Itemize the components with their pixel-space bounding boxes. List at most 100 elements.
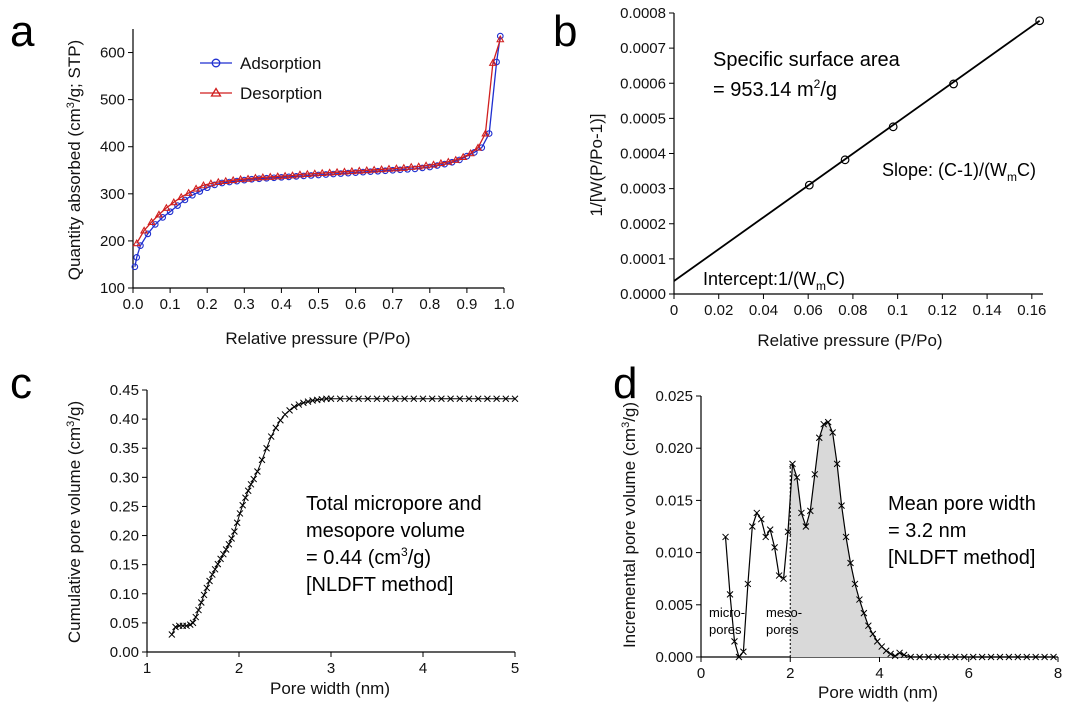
x-tick-label: 0.06 (794, 302, 823, 319)
incremental-volume-point (1023, 653, 1031, 661)
incremental-volume-point (735, 653, 743, 661)
incremental-volume-line (724, 421, 1054, 659)
surface-area-title: Specific surface area (713, 49, 901, 71)
y-tick-label: 0.0003 (620, 181, 666, 198)
mesopores-label-1: meso- (766, 605, 802, 620)
y-tick-label: 0.025 (655, 388, 693, 405)
adsorption-point (278, 173, 285, 181)
cumulative-volume-point (474, 395, 482, 403)
incremental-volume-point (969, 653, 977, 661)
cumulative-volume-point (447, 395, 454, 403)
cumulative-volume-point (250, 475, 258, 483)
x-tick-label: 0.12 (928, 302, 957, 319)
incremental-volume-point (789, 460, 796, 468)
panel-letter-b: b (553, 7, 577, 56)
desorption-point (229, 175, 238, 184)
x-tick-label: 0.1 (887, 302, 908, 319)
adsorption-point (496, 32, 504, 40)
legend-desorption-marker (210, 87, 222, 97)
panel-b-marks (673, 16, 1045, 282)
desorption-point (481, 129, 490, 137)
desorption-point (377, 165, 386, 173)
incremental-volume-point (806, 507, 814, 515)
adsorption-point (255, 175, 263, 183)
desorption-point (318, 168, 327, 177)
incremental-volume-point (722, 533, 729, 541)
desorption-point (451, 155, 460, 163)
cumulative-volume-point (327, 395, 335, 403)
cumulative-volume-point (183, 622, 190, 630)
cumulative-volume-point (392, 395, 399, 403)
bet-point (888, 122, 898, 132)
y-tick-label: 0.00 (110, 644, 139, 661)
incremental-volume-point (891, 652, 899, 660)
desorption-point (429, 160, 438, 168)
incremental-volume-point (851, 580, 859, 588)
y-tick-label: 400 (100, 139, 125, 156)
mean-width-line1: Mean pore width (888, 493, 1036, 515)
mean-width-line2: = 3.2 nm (888, 520, 966, 542)
x-tick-label: 0.16 (1017, 302, 1046, 319)
incremental-volume-point (1041, 653, 1048, 661)
x-tick-label: 3 (327, 660, 335, 677)
desorption-point (191, 184, 201, 192)
desorption-point (280, 171, 290, 179)
cumulative-volume-point (410, 395, 418, 403)
cumulative-volume-point (168, 631, 176, 638)
desorption-point (444, 157, 453, 165)
incremental-volume-point (896, 649, 903, 657)
incremental-volume-point (753, 509, 761, 517)
panel-c-marks (168, 395, 519, 638)
cumulative-volume-point (172, 623, 179, 631)
cumulative-volume-point (267, 433, 275, 440)
panel-b: b 0 0.02 0.04 0.06 0.08 0.1 0.12 0.14 0.16 0.0000… (553, 5, 1046, 350)
y-tick-label: 0.40 (110, 411, 139, 428)
desorption-point (258, 173, 267, 181)
incremental-volume-point (907, 653, 915, 661)
cumulative-volume-point (364, 395, 372, 403)
adsorption-point (263, 174, 270, 182)
desorption-point (162, 203, 171, 211)
cumulative-volume-point (511, 395, 519, 403)
incremental-volume-point (1005, 653, 1013, 661)
incremental-volume-point (860, 609, 868, 617)
desorption-point (295, 170, 305, 178)
cumulative-volume-point (263, 444, 270, 452)
cumulative-volume-point (373, 395, 381, 403)
desorption-point (421, 161, 431, 169)
panel-c-xlabel: Pore width (nm) (270, 679, 390, 698)
incremental-volume-point (793, 474, 801, 481)
panel-letter-c: c (10, 359, 32, 408)
x-tick-label: 0.8 (419, 296, 440, 313)
mean-width-line3: [NLDFT method] (888, 547, 1035, 569)
desorption-point (139, 226, 149, 234)
desorption-point (407, 162, 416, 170)
x-tick-label: 1 (143, 660, 151, 677)
x-tick-label: 0.5 (308, 296, 329, 313)
panel-b-xlabel: Relative pressure (P/Po) (757, 331, 942, 350)
incremental-volume-point (775, 572, 783, 579)
panel-letter-d: d (613, 359, 637, 408)
panel-a-xlabel: Relative pressure (P/Po) (225, 329, 410, 348)
y-tick-label: 0.25 (110, 498, 139, 515)
x-tick-label: 0.7 (382, 296, 403, 313)
y-tick-label: 0.0004 (620, 146, 666, 163)
incremental-volume-point (900, 651, 908, 659)
x-tick-label: 0.14 (972, 302, 1001, 319)
cumulative-volume-point (247, 480, 255, 488)
desorption-point (184, 188, 193, 196)
incremental-volume-point (1014, 653, 1022, 661)
desorption-point (459, 152, 468, 161)
cumulative-volume-point (493, 395, 500, 403)
panel-a: a 0.0 0.1 0.2 0.3 0.4 0.5 0.6 0.7 0.8 0.9 1.0 100 20… (10, 7, 514, 348)
cumulative-volume-point (203, 584, 211, 592)
cumulative-volume-point (465, 395, 473, 403)
adsorption-point (174, 202, 181, 209)
desorption-point (347, 166, 357, 175)
incremental-volume-point (748, 523, 756, 530)
cumulative-volume-point (233, 519, 241, 527)
x-tick-label: 0.3 (234, 296, 255, 313)
cumulative-volume-point (189, 619, 197, 627)
panel-c: c 1 2 3 4 5 0.00 0.05 0.10 0.15 0.20 0.25 0.30 0.35 0… (10, 359, 519, 698)
desorption-point (154, 210, 164, 218)
